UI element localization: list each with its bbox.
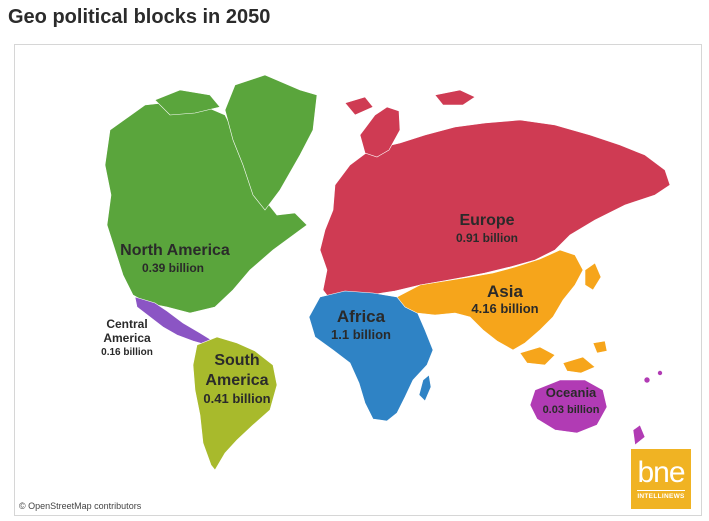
logo-subtitle: INTELLINEWS xyxy=(637,490,685,500)
world-map[interactable]: North America 0.39 billion Central Ameri… xyxy=(14,44,702,516)
japan xyxy=(584,262,602,291)
arctic-islands xyxy=(154,89,221,116)
label-oceania: Oceania 0.03 billion xyxy=(543,385,600,416)
south-america-shape xyxy=(192,336,278,471)
greenland xyxy=(224,74,318,211)
europe-name: Europe xyxy=(459,212,514,229)
madagascar xyxy=(418,374,432,402)
south-america-population: 0.41 billion xyxy=(203,391,270,406)
south-america-name-line2: America xyxy=(205,372,268,389)
new-zealand xyxy=(632,424,646,446)
central-america-name-line1: Central xyxy=(106,317,147,331)
africa-name: Africa xyxy=(337,307,386,326)
europe-population: 0.91 billion xyxy=(456,231,518,245)
label-south-america: South America 0.41 billion xyxy=(203,352,270,406)
north-america-population: 0.39 billion xyxy=(142,261,204,275)
label-europe: Europe 0.91 billion xyxy=(456,212,518,245)
logo-wordmark: bne xyxy=(637,456,685,489)
page-title: Geo political blocks in 2050 xyxy=(8,6,271,28)
region-oceania[interactable] xyxy=(529,370,663,446)
asia-shape xyxy=(396,249,584,351)
north-america-name: North America xyxy=(120,242,230,259)
pacific-island xyxy=(643,376,651,384)
label-africa: Africa 1.1 billion xyxy=(331,307,391,342)
central-america-population: 0.16 billion xyxy=(101,347,153,358)
region-south-america[interactable] xyxy=(192,336,278,471)
region-north-america[interactable] xyxy=(104,74,318,314)
map-canvas: North America 0.39 billion Central Ameri… xyxy=(101,74,671,471)
region-europe[interactable] xyxy=(319,89,671,304)
label-north-america: North America 0.39 billion xyxy=(120,242,230,275)
map-attribution: © OpenStreetMap contributors xyxy=(19,501,142,511)
region-asia[interactable] xyxy=(396,249,608,374)
asia-name: Asia xyxy=(487,282,523,301)
southeast-asia-islands xyxy=(519,340,608,374)
label-asia: Asia 4.16 billion xyxy=(471,282,538,316)
africa-population: 1.1 billion xyxy=(331,327,391,342)
oceania-name: Oceania xyxy=(546,385,597,400)
asia-population: 4.16 billion xyxy=(471,301,538,316)
pacific-island xyxy=(657,370,663,376)
australia xyxy=(529,379,608,434)
scandinavia xyxy=(359,106,401,158)
bne-logo: bne INTELLINEWS xyxy=(631,449,691,509)
arctic-russia-islands xyxy=(344,89,476,116)
label-central-america: Central America 0.16 billion xyxy=(101,317,153,358)
oceania-population: 0.03 billion xyxy=(543,404,600,416)
central-america-name-line2: America xyxy=(103,331,151,345)
south-america-name-line1: South xyxy=(214,352,259,369)
